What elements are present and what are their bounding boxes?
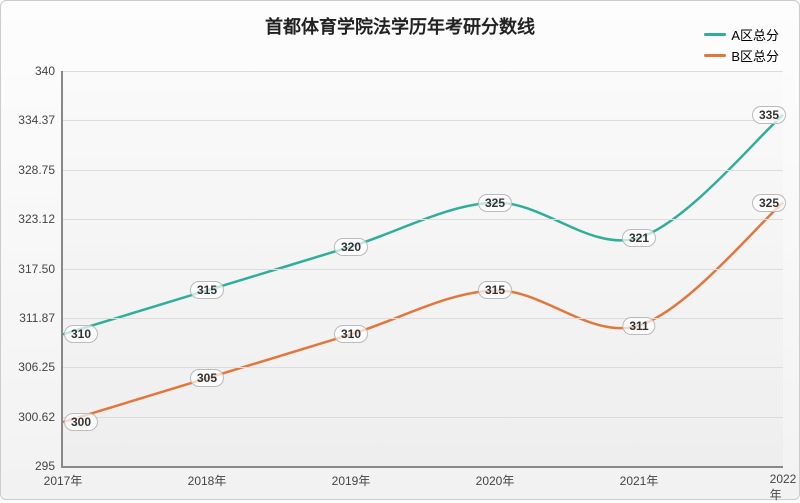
gridline: [63, 367, 783, 368]
y-tick-label: 317.50: [18, 262, 55, 276]
legend-label-a: A区总分: [731, 25, 779, 44]
y-tick-label: 311.87: [19, 311, 55, 325]
data-label: 310: [334, 325, 368, 343]
y-tick-label: 295: [35, 459, 55, 473]
legend-label-b: B区总分: [731, 46, 779, 65]
y-tick-label: 328.75: [18, 163, 55, 177]
y-tick-label: 306.25: [18, 360, 55, 374]
y-tick-label: 323.12: [18, 212, 55, 226]
data-label: 325: [752, 194, 786, 212]
x-tick-label: 2019年: [332, 472, 371, 489]
data-label: 320: [334, 238, 368, 256]
gridline: [63, 269, 783, 270]
data-label: 310: [64, 325, 98, 343]
plot-area: 295300.62306.25311.87317.50323.12328.753…: [61, 71, 783, 468]
data-label: 325: [478, 194, 512, 212]
series-line: [63, 115, 783, 334]
gridline: [63, 170, 783, 171]
gridline: [63, 120, 783, 121]
data-label: 315: [478, 281, 512, 299]
y-tick-label: 334.37: [18, 113, 55, 127]
x-tick-label: 2018年: [188, 472, 227, 489]
y-tick-label: 340: [35, 64, 55, 78]
gridline: [63, 417, 783, 418]
x-tick-label: 2021年: [620, 472, 659, 489]
data-label: 305: [190, 369, 224, 387]
legend: A区总分 B区总分: [704, 25, 779, 67]
legend-swatch-b: [704, 54, 726, 57]
gridline: [63, 71, 783, 72]
y-tick-label: 300.62: [18, 410, 55, 424]
legend-swatch-a: [704, 33, 726, 36]
chart-title: 首都体育学院法学历年考研分数线: [1, 13, 799, 39]
data-label: 311: [622, 317, 655, 335]
data-label: 300: [64, 413, 98, 431]
x-tick-label: 2020年: [476, 472, 515, 489]
gridline: [63, 219, 783, 220]
x-tick-label: 2022年: [770, 472, 797, 503]
data-label: 335: [752, 106, 786, 124]
x-tick-label: 2017年: [44, 472, 83, 489]
data-label: 321: [622, 229, 656, 247]
legend-item-b: B区总分: [704, 46, 779, 65]
chart-container: 首都体育学院法学历年考研分数线 A区总分 B区总分 295300.62306.2…: [0, 0, 800, 500]
data-label: 315: [190, 281, 224, 299]
series-line: [63, 203, 783, 422]
gridline: [63, 318, 783, 319]
legend-item-a: A区总分: [704, 25, 779, 44]
